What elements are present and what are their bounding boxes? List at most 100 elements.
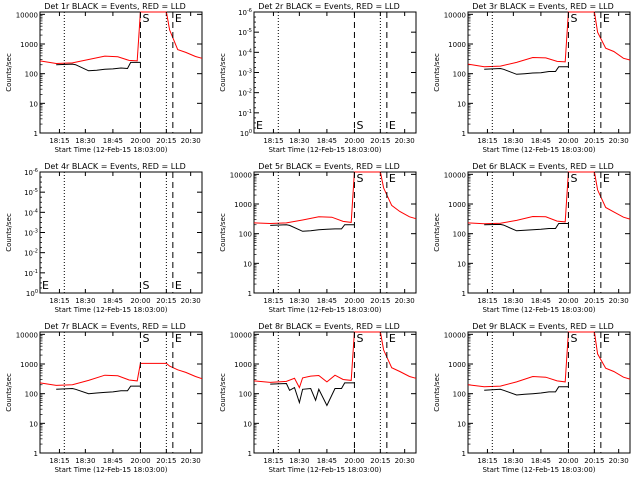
start-marker: S [356,172,363,185]
y-tick-label: 10-4 [24,208,38,217]
x-tick-label: 20:00 [558,137,578,145]
start-marker: S [142,12,149,25]
panel-9r: Det 9r BLACK = Events, RED = LLD Counts/s… [433,322,631,474]
x-tick-label: 20:15 [156,137,176,145]
y-tick-label: 10 [29,420,38,428]
left-end-marker: E [256,119,263,132]
x-tick-label: 20:15 [156,457,176,465]
x-tick-label: 18:15 [263,297,283,305]
x-tick-label: 20:30 [395,457,415,465]
y-tick-label: 10 [29,100,38,108]
x-tick-label: 20:30 [181,457,201,465]
x-tick-label: 20:15 [584,297,604,305]
x-tick-label: 18:45 [317,297,337,305]
plot-frame [467,11,631,134]
y-tick-label: 100 [453,71,466,79]
y-tick-label: 1000 [448,361,466,369]
plot-frame [253,331,417,454]
x-tick-label: 18:15 [263,457,283,465]
x-axis-label: Start Time (12-Feb-15 18:03:00) [54,146,167,154]
y-axis-label: Counts/sec [433,213,441,252]
series-events-line [484,66,569,75]
end-marker: E [389,172,396,185]
x-tick-label: 20:00 [130,457,150,465]
end-marker: E [389,332,396,345]
x-tick-label: 18:45 [531,297,551,305]
y-axis-label: Counts/sec [5,53,13,92]
x-axis-label: Start Time (12-Feb-15 18:03:00) [268,146,381,154]
end-marker: E [175,279,182,292]
start-marker: S [142,332,149,345]
series-lld-line [467,171,631,225]
y-tick-label: 10-5 [238,28,252,37]
y-axis-label: Counts/sec [433,53,441,92]
y-tick-label: 100 [239,231,252,239]
x-tick-label: 18:30 [75,457,95,465]
x-tick-label: 18:45 [103,137,123,145]
start-marker: S [356,332,363,345]
y-tick-label: 10-2 [238,89,252,98]
y-tick-label: 1 [462,450,466,458]
panel-title: Det 8r BLACK = Events, RED = LLD [258,322,400,331]
y-tick-label: 1 [462,290,466,298]
x-tick-label: 20:30 [395,297,415,305]
x-tick-label: 20:00 [130,297,150,305]
y-tick-label: 10-3 [24,229,38,238]
x-tick-label: 18:30 [289,297,309,305]
y-tick-label: 1000 [20,41,38,49]
panel-4r: Det 4r BLACK = Events, RED = LLD Counts/s… [5,162,203,314]
x-tick-label: 18:30 [289,457,309,465]
y-tick-label: 100 [25,391,38,399]
y-tick-label: 100 [453,231,466,239]
panel-1r: Det 1r BLACK = Events, RED = LLD Counts/s… [5,2,203,154]
end-marker: E [603,172,610,185]
left-end-marker: E [42,279,49,292]
x-tick-label: 20:15 [370,137,390,145]
x-tick-label: 20:00 [130,137,150,145]
series-events-line [484,386,569,396]
y-axis-label: Counts/sec [433,373,441,412]
x-tick-label: 20:30 [395,137,415,145]
panel-8r: Det 8r BLACK = Events, RED = LLD Counts/s… [219,322,417,474]
plot-frame [467,171,631,294]
x-tick-label: 18:45 [531,137,551,145]
x-tick-label: 18:45 [531,457,551,465]
x-tick-label: 20:30 [609,297,629,305]
y-tick-label: 1 [248,450,252,458]
y-tick-label: 1 [34,130,38,138]
panel-5r: Det 5r BLACK = Events, RED = LLD Counts/s… [219,162,417,314]
x-tick-label: 18:30 [75,137,95,145]
y-tick-label: 10-6 [238,8,252,17]
x-tick-label: 18:30 [503,137,523,145]
series-events-line [270,224,355,232]
y-tick-label: 10-3 [238,69,252,78]
y-tick-label: 1000 [448,201,466,209]
y-tick-label: 100 [26,289,38,298]
plot-frame [253,171,417,294]
x-axis-label: Start Time (12-Feb-15 18:03:00) [482,306,595,314]
series-events-line [270,382,355,407]
x-tick-label: 18:45 [103,457,123,465]
y-tick-label: 10 [243,420,252,428]
series-lld-line [253,331,417,389]
y-tick-label: 10-6 [24,168,38,177]
panel-title: Det 1r BLACK = Events, RED = LLD [44,2,186,11]
y-tick-label: 1 [248,290,252,298]
x-axis-label: Start Time (12-Feb-15 18:03:00) [54,306,167,314]
y-tick-label: 1000 [234,201,252,209]
series-events-line [56,61,141,72]
x-tick-label: 20:15 [584,137,604,145]
y-tick-label: 10 [457,260,466,268]
panel-7r: Det 7r BLACK = Events, RED = LLD Counts/s… [5,322,203,474]
y-tick-label: 10000 [444,331,466,339]
x-axis-label: Start Time (12-Feb-15 18:03:00) [482,146,595,154]
x-tick-label: 18:15 [49,137,69,145]
x-tick-label: 20:30 [609,137,629,145]
x-axis-label: Start Time (12-Feb-15 18:03:00) [54,466,167,474]
x-tick-label: 18:15 [477,457,497,465]
x-tick-label: 18:15 [49,297,69,305]
x-tick-label: 20:30 [609,457,629,465]
y-axis-label: Counts/sec [219,373,227,412]
plot-frame [39,11,203,134]
